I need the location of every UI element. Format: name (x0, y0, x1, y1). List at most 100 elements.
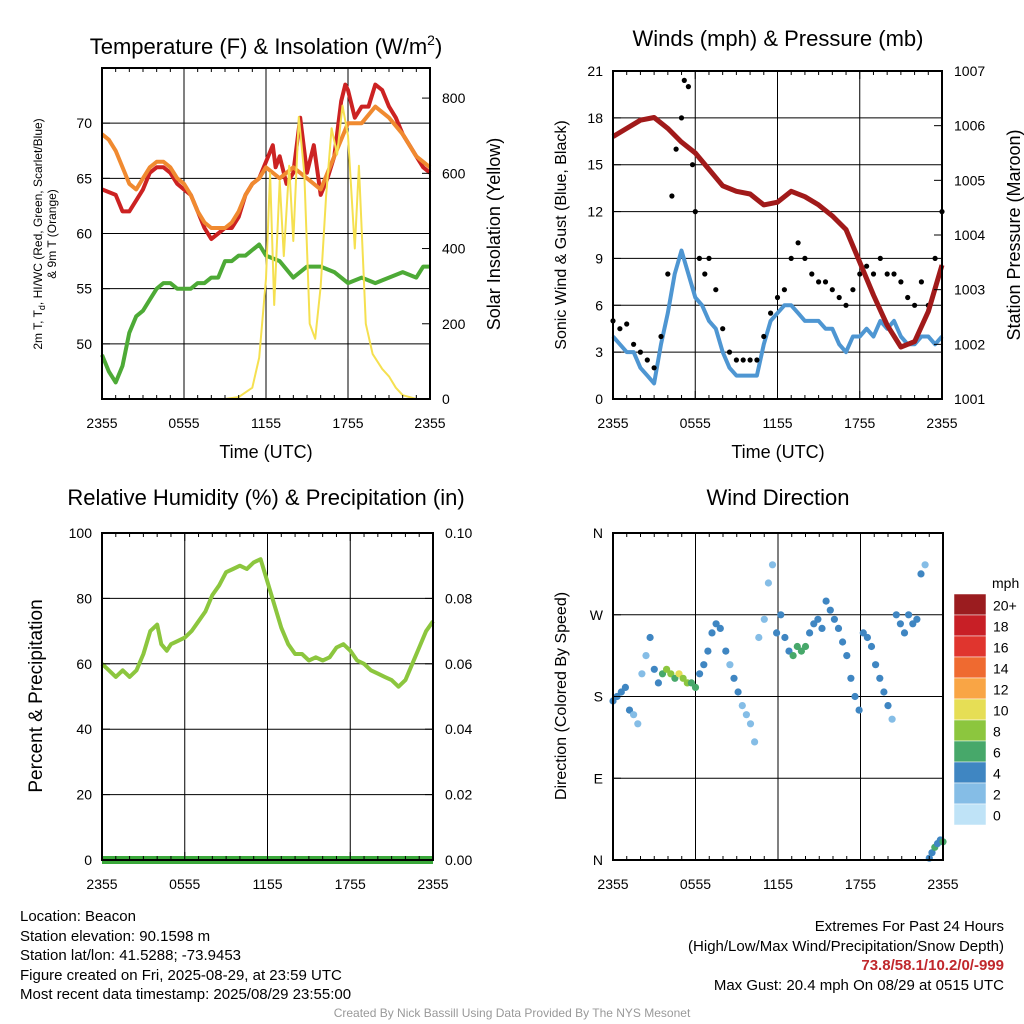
direction-point (876, 674, 884, 682)
legend-label: 20+ (993, 598, 1017, 614)
gust-point (850, 287, 856, 293)
direction-panel: Wind Direction 2355 0555 1155 1755 2355 N E S W N… (553, 485, 1019, 892)
direction-point (634, 720, 642, 728)
legend-swatch (953, 677, 987, 700)
legend-label: 2 (993, 787, 1001, 803)
direction-point (806, 629, 814, 637)
gust-point (870, 271, 877, 277)
direction-point (663, 665, 671, 673)
extremes-subtitle: (High/Low/Max Wind/Precipitation/Snow De… (688, 937, 1004, 955)
direction-point (928, 849, 936, 857)
temperature-ticks: 2355 0555 1155 1755 2355 50 55 60 65 70 0 200 400 600… (76, 68, 466, 431)
direction-xtick-label: 2355 (597, 876, 628, 892)
direction-xtick-label: 1755 (845, 876, 876, 892)
winds-ytick-label: 6 (595, 297, 603, 313)
direction-point (913, 615, 921, 623)
temperature-series (100, 82, 432, 400)
direction-point (700, 661, 708, 669)
gust-point (726, 349, 733, 355)
gust-point (802, 255, 808, 261)
temperature-xlabel: Time (UTC) (219, 442, 312, 462)
winds-xtick-label: 2355 (926, 415, 957, 431)
gust-point (747, 357, 753, 363)
legend-swatch (953, 761, 987, 784)
humidity-xtick-label: 1155 (252, 876, 282, 892)
legend-label: 4 (993, 766, 1001, 782)
direction-point (859, 629, 867, 637)
direction-point (738, 702, 746, 710)
gust-point (918, 279, 925, 285)
gust-point (665, 271, 671, 277)
direction-point (708, 629, 716, 637)
winds-y2tick-label: 1001 (954, 391, 985, 407)
direction-point (839, 638, 847, 646)
station-info: Location: Beacon Station elevation: 90.1… (20, 907, 351, 1005)
winds-series (610, 77, 945, 386)
series-solar-insolation (102, 104, 430, 400)
direction-ticks: 2355 0555 1155 1755 2355 N E S W N (590, 525, 959, 892)
direction-point (716, 624, 724, 633)
gust-point (768, 310, 774, 316)
humidity-ytick-label: 20 (76, 787, 92, 803)
series-station-pressure (611, 115, 945, 350)
direction-point (621, 683, 630, 692)
legend-swatch (953, 698, 987, 721)
direction-point (900, 629, 909, 637)
direction-point (696, 670, 704, 678)
humidity-xtick-label: 2355 (86, 876, 117, 892)
temperature-xtick-label: 1155 (251, 415, 281, 431)
direction-point (650, 665, 658, 673)
gust-point (631, 341, 637, 347)
winds-xtick-label: 1755 (844, 415, 875, 431)
humidity-xtick-label: 1755 (335, 876, 366, 892)
direction-point (892, 611, 900, 619)
gust-point (678, 115, 685, 121)
temperature-ytick-label: 65 (76, 170, 92, 186)
gust-point (685, 84, 692, 90)
gust-point (836, 294, 842, 301)
direction-ytick-label: W (590, 607, 604, 623)
gust-point (829, 287, 835, 293)
gust-point (617, 326, 623, 332)
humidity-xtick-label: 0555 (169, 876, 200, 892)
direction-xtick-label: 0555 (680, 876, 711, 892)
direction-point (768, 561, 777, 569)
gust-point (754, 357, 760, 363)
temperature-ylabel: 2m T, Td, HI/WC (Red, Green, Scarlet/Blu… (31, 118, 47, 349)
legend-label: 6 (993, 745, 1001, 761)
temperature-y2tick-label: 0 (442, 391, 450, 407)
created-text: Figure created on Fri, 2025-08-29, at 23… (20, 966, 342, 984)
direction-point (773, 629, 781, 637)
gust-point (788, 255, 794, 261)
direction-point (646, 633, 654, 642)
temperature-title: Temperature (F) & Insolation (W/m2) (90, 32, 443, 59)
direction-point (712, 620, 720, 628)
winds-y2tick-label: 1003 (954, 282, 985, 298)
direction-xtick-label: 2355 (927, 876, 958, 892)
legend-swatch (953, 719, 987, 742)
direction-ytick-label: S (594, 689, 603, 705)
direction-point (884, 702, 892, 710)
direction-point (814, 615, 822, 623)
direction-point (730, 674, 738, 682)
winds-xlabel: Time (UTC) (731, 442, 824, 462)
direction-xtick-label: 1155 (763, 876, 793, 892)
temperature-panel: Temperature (F) & Insolation (W/m2) 2355… (31, 32, 504, 462)
gust-point (637, 349, 644, 355)
temperature-grid (102, 68, 430, 399)
location-text: Location: Beacon (20, 908, 136, 925)
legend-label: 8 (993, 724, 1001, 740)
temperature-ylabel-line2: & 9m T (Orange) (45, 189, 59, 279)
temperature-y2tick-label: 400 (442, 241, 466, 257)
legend-label: 18 (993, 619, 1009, 635)
humidity-ytick-label: 80 (76, 590, 92, 606)
gust-point (932, 255, 938, 261)
gust-point (877, 255, 883, 261)
direction-point (755, 633, 763, 642)
legend-label: 16 (993, 640, 1009, 656)
direction-point (642, 652, 650, 660)
legend-swatch (953, 740, 987, 763)
elevation-text: Station elevation: 90.1598 m (20, 927, 211, 945)
gust-point (843, 302, 849, 308)
